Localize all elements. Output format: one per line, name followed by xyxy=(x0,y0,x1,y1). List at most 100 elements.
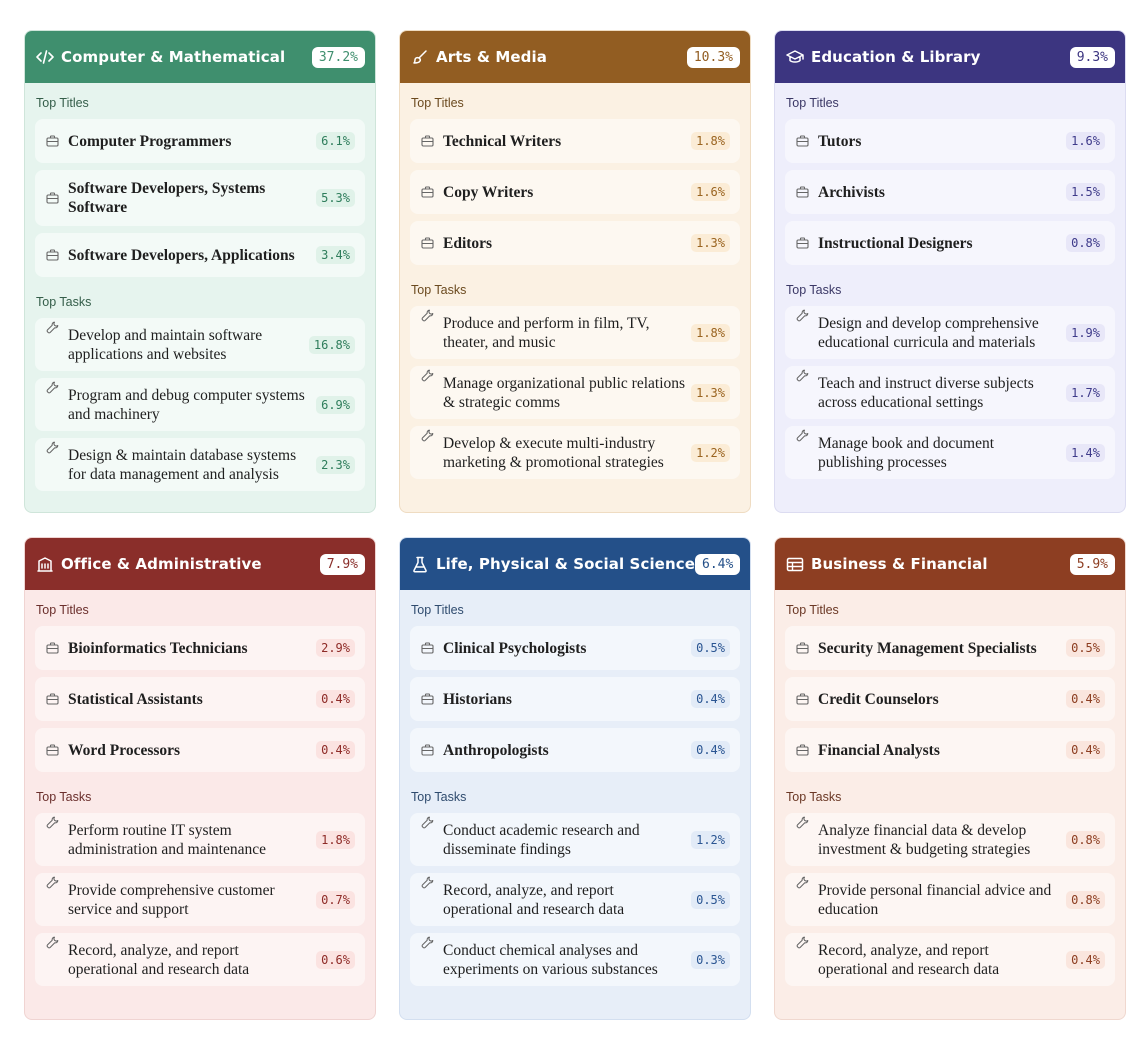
wrench-icon xyxy=(46,438,62,454)
ledger-icon xyxy=(785,554,805,574)
briefcase-icon xyxy=(421,186,437,198)
task-item[interactable]: Record, analyze, and report operational … xyxy=(35,933,365,986)
title-item[interactable]: Computer Programmers 6.1% xyxy=(35,119,365,163)
task-share: 0.3% xyxy=(691,950,730,969)
title-item[interactable]: Word Processors 0.4% xyxy=(35,728,365,772)
wrench-icon xyxy=(421,366,437,382)
task-item[interactable]: Record, analyze, and report operational … xyxy=(785,933,1115,986)
wrench-icon xyxy=(421,813,437,829)
task-label: Develop and maintain software applicatio… xyxy=(68,326,263,363)
task-item[interactable]: Perform routine IT system administration… xyxy=(35,813,365,866)
title-share: 0.4% xyxy=(316,690,355,708)
wrench-icon xyxy=(796,366,812,382)
task-item[interactable]: Manage book and document publishing proc… xyxy=(785,426,1115,479)
briefcase-icon xyxy=(796,135,812,147)
title-label: Technical Writers xyxy=(443,132,562,150)
title-share: 0.4% xyxy=(1066,690,1105,708)
task-item[interactable]: Develop and maintain software applicatio… xyxy=(35,318,365,371)
title-item[interactable]: Bioinformatics Technicians 2.9% xyxy=(35,626,365,670)
task-label: Program and debug computer systems and m… xyxy=(68,386,305,423)
top-tasks-list: Design and develop comprehensive educati… xyxy=(775,306,1125,479)
title-label: Credit Counselors xyxy=(818,690,939,708)
title-item[interactable]: Security Management Specialists 0.5% xyxy=(785,626,1115,670)
task-share: 1.3% xyxy=(691,383,730,402)
briefcase-icon xyxy=(796,642,812,654)
card-header: Arts & Media 10.3% xyxy=(400,31,750,83)
title-item[interactable]: Software Developers, Systems Software 5.3… xyxy=(35,170,365,226)
task-item[interactable]: Produce and perform in film, TV, theater… xyxy=(410,306,740,359)
task-item[interactable]: Program and debug computer systems and m… xyxy=(35,378,365,431)
title-item[interactable]: Software Developers, Applications 3.4% xyxy=(35,233,365,277)
task-share: 1.8% xyxy=(691,323,730,342)
title-label: Anthropologists xyxy=(443,741,549,759)
title-share: 0.4% xyxy=(316,741,355,759)
title-share: 0.4% xyxy=(1066,741,1105,759)
task-item[interactable]: Teach and instruct diverse subjects acro… xyxy=(785,366,1115,419)
title-share: 1.8% xyxy=(691,132,730,150)
card-header: Business & Financial 5.9% xyxy=(775,538,1125,590)
top-titles-label: Top Titles xyxy=(36,96,89,110)
task-item[interactable]: Develop & execute multi-industry marketi… xyxy=(410,426,740,479)
task-share: 1.9% xyxy=(1066,323,1105,342)
task-item[interactable]: Conduct chemical analyses and experiment… xyxy=(410,933,740,986)
title-item[interactable]: Copy Writers 1.6% xyxy=(410,170,740,214)
task-item[interactable]: Record, analyze, and report operational … xyxy=(410,873,740,926)
title-share: 0.5% xyxy=(691,639,730,657)
card-title: Education & Library xyxy=(811,48,981,66)
title-item[interactable]: Financial Analysts 0.4% xyxy=(785,728,1115,772)
title-label: Computer Programmers xyxy=(68,132,232,150)
title-item[interactable]: Clinical Psychologists 0.5% xyxy=(410,626,740,670)
title-item[interactable]: Instructional Designers 0.8% xyxy=(785,221,1115,265)
title-item[interactable]: Historians 0.4% xyxy=(410,677,740,721)
task-share: 0.4% xyxy=(1066,950,1105,969)
task-label: Teach and instruct diverse subjects acro… xyxy=(818,374,1034,411)
card-header: Office & Administrative 7.9% xyxy=(25,538,375,590)
task-label: Develop & execute multi-industry marketi… xyxy=(443,434,664,471)
briefcase-icon xyxy=(421,642,437,654)
wrench-icon xyxy=(46,813,62,829)
top-titles-label: Top Titles xyxy=(411,603,464,617)
title-item[interactable]: Technical Writers 1.8% xyxy=(410,119,740,163)
title-item[interactable]: Tutors 1.6% xyxy=(785,119,1115,163)
title-item[interactable]: Statistical Assistants 0.4% xyxy=(35,677,365,721)
top-titles-label: Top Titles xyxy=(411,96,464,110)
task-item[interactable]: Design and develop comprehensive educati… xyxy=(785,306,1115,359)
wrench-icon xyxy=(421,426,437,442)
task-label: Perform routine IT system administration… xyxy=(68,821,266,858)
top-titles-list: Security Management Specialists 0.5% Credi… xyxy=(775,626,1125,772)
card-title: Business & Financial xyxy=(811,555,988,573)
task-item[interactable]: Provide comprehensive customer service a… xyxy=(35,873,365,926)
top-tasks-label: Top Tasks xyxy=(36,790,92,804)
title-item[interactable]: Archivists 1.5% xyxy=(785,170,1115,214)
task-label: Record, analyze, and report operational … xyxy=(68,941,250,978)
task-item[interactable]: Provide personal financial advice and ed… xyxy=(785,873,1115,926)
task-label: Conduct chemical analyses and experiment… xyxy=(443,941,658,978)
task-item[interactable]: Conduct academic research and disseminat… xyxy=(410,813,740,866)
task-share: 16.8% xyxy=(308,335,355,354)
title-share: 1.5% xyxy=(1066,183,1105,201)
top-tasks-list: Conduct academic research and disseminat… xyxy=(400,813,750,986)
top-tasks-list: Produce and perform in film, TV, theater… xyxy=(400,306,750,479)
top-titles-list: Bioinformatics Technicians 2.9% Statistica… xyxy=(25,626,375,772)
title-item[interactable]: Editors 1.3% xyxy=(410,221,740,265)
briefcase-icon xyxy=(46,744,62,756)
wrench-icon xyxy=(46,873,62,889)
title-item[interactable]: Credit Counselors 0.4% xyxy=(785,677,1115,721)
task-item[interactable]: Manage organizational public relations &… xyxy=(410,366,740,419)
task-share: 0.5% xyxy=(691,890,730,909)
task-label: Record, analyze, and report operational … xyxy=(818,941,1000,978)
task-label: Produce and perform in film, TV, theater… xyxy=(443,314,650,351)
top-tasks-label: Top Tasks xyxy=(786,283,842,297)
task-item[interactable]: Design & maintain database systems for d… xyxy=(35,438,365,491)
top-tasks-list: Perform routine IT system administration… xyxy=(25,813,375,986)
briefcase-icon xyxy=(796,744,812,756)
task-item[interactable]: Analyze financial data & develop investm… xyxy=(785,813,1115,866)
card-title: Computer & Mathematical xyxy=(61,48,286,66)
card-title: Life, Physical & Social Science xyxy=(436,555,696,573)
task-share: 1.7% xyxy=(1066,383,1105,402)
task-label: Provide personal financial advice and ed… xyxy=(818,881,1052,918)
title-label: Tutors xyxy=(818,132,862,150)
title-share: 2.9% xyxy=(316,639,355,657)
building-icon xyxy=(35,554,55,574)
title-item[interactable]: Anthropologists 0.4% xyxy=(410,728,740,772)
